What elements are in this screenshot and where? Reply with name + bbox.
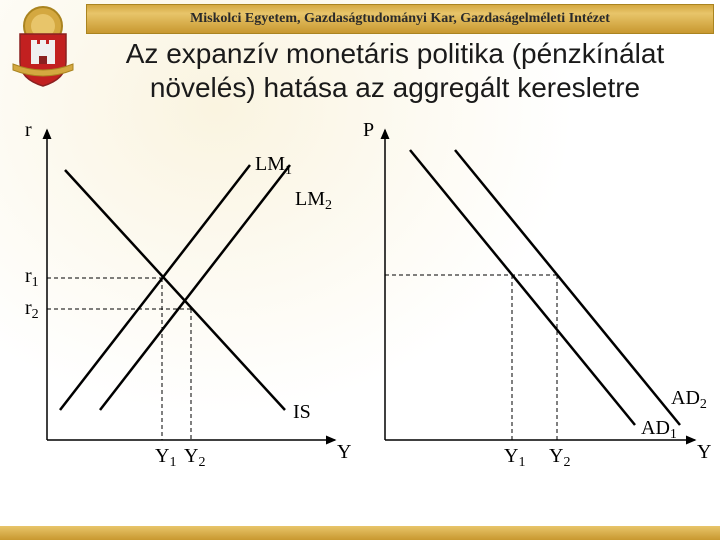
islm-chart: Yr IS LM1LM2 r1 Y1 r2 Y2 <box>5 110 355 475</box>
svg-text:LM1: LM1 <box>255 153 292 178</box>
svg-text:AD2: AD2 <box>671 387 707 412</box>
svg-text:r2: r2 <box>25 297 39 322</box>
svg-text:r: r <box>25 119 32 141</box>
footer-gold-bar <box>0 526 720 540</box>
svg-text:Y2: Y2 <box>184 445 205 470</box>
svg-text:Y1: Y1 <box>504 445 525 470</box>
svg-text:Y1: Y1 <box>155 445 176 470</box>
svg-text:LM2: LM2 <box>295 188 332 213</box>
svg-text:Y2: Y2 <box>549 445 570 470</box>
svg-text:P: P <box>363 119 374 141</box>
svg-text:Y: Y <box>337 441 351 463</box>
svg-text:r1: r1 <box>25 265 39 290</box>
ad-chart: Y P AD1 AD2 Y1 Y2 <box>355 110 715 475</box>
svg-text:IS: IS <box>293 401 311 423</box>
charts-container: Yr IS LM1LM2 r1 Y1 r2 Y2 Y P AD1 AD2 Y1 Y2 <box>0 110 720 475</box>
svg-text:Y: Y <box>697 441 711 463</box>
slide-title: Az expanzív monetáris politika (pénzkíná… <box>0 37 720 104</box>
institution-name: Miskolci Egyetem, Gazdaságtudományi Kar,… <box>190 11 610 27</box>
svg-text:AD1: AD1 <box>641 417 677 442</box>
institution-title-bar: Miskolci Egyetem, Gazdaságtudományi Kar,… <box>86 4 714 34</box>
